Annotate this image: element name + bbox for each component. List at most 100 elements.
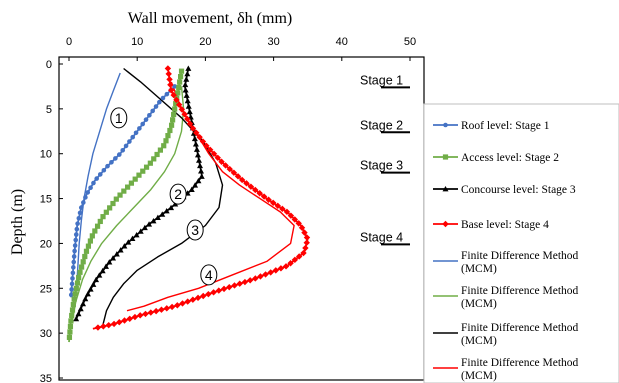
series-marker xyxy=(100,323,107,330)
series-marker xyxy=(210,150,218,157)
series-marker xyxy=(185,65,192,71)
series-marker xyxy=(152,307,160,315)
series-marker xyxy=(171,111,177,118)
series-marker xyxy=(81,200,86,205)
series-marker xyxy=(87,286,94,292)
series-marker xyxy=(132,176,138,182)
series-marker xyxy=(176,84,182,91)
series-marker xyxy=(71,265,76,270)
series-marker xyxy=(68,318,74,324)
series-marker xyxy=(74,280,81,286)
series-marker xyxy=(302,244,309,252)
series-marker xyxy=(110,200,116,207)
series-marker xyxy=(76,275,82,281)
series-marker xyxy=(287,260,294,267)
series-marker xyxy=(178,68,185,74)
series-marker xyxy=(179,300,186,307)
series-marker xyxy=(129,235,136,242)
series-marker xyxy=(126,315,133,322)
series-marker xyxy=(183,76,190,82)
y-tick-label: 15 xyxy=(40,194,52,206)
series-marker xyxy=(184,97,191,104)
y-axis-title: Depth (m) xyxy=(9,189,26,255)
series-marker xyxy=(150,108,155,114)
series-marker xyxy=(198,173,205,179)
series-marker xyxy=(167,127,173,134)
series-marker xyxy=(163,305,170,312)
series-marker xyxy=(71,259,77,265)
series-marker xyxy=(137,126,142,131)
series-marker xyxy=(69,287,74,292)
series-marker xyxy=(260,193,268,200)
legend-label-line: Finite Difference Method xyxy=(461,250,579,262)
series-marker xyxy=(70,270,76,276)
series-marker xyxy=(241,278,249,286)
series-marker xyxy=(99,267,106,274)
series-marker xyxy=(193,146,200,152)
series-marker xyxy=(214,154,221,161)
series-marker xyxy=(80,259,86,265)
series-marker xyxy=(66,334,73,340)
series-marker xyxy=(140,121,146,127)
series-marker xyxy=(121,188,127,194)
series-marker xyxy=(231,282,238,289)
series-marker xyxy=(226,283,233,291)
series-marker xyxy=(195,157,202,163)
series-marker xyxy=(197,162,204,169)
series-marker xyxy=(88,185,93,191)
series-marker xyxy=(277,265,285,272)
series-marker xyxy=(100,214,106,220)
x-axis-title: Wall movement, δh (mm) xyxy=(128,10,292,27)
series-marker xyxy=(192,141,199,147)
series-marker xyxy=(72,291,78,297)
legend-label: Concourse level: Stage 3 xyxy=(461,184,576,196)
series-marker xyxy=(298,224,306,231)
series-marker xyxy=(252,186,259,194)
series-marker xyxy=(70,276,75,281)
series-marker xyxy=(193,129,200,136)
series-marker xyxy=(116,152,122,157)
series-marker xyxy=(72,243,78,248)
series-marker xyxy=(183,92,190,98)
curve-label: 4 xyxy=(205,267,213,283)
series-marker xyxy=(130,134,136,140)
series-marker xyxy=(92,228,98,234)
series-marker xyxy=(256,190,263,197)
series-marker xyxy=(234,173,242,180)
series-marker xyxy=(205,290,212,298)
series-marker xyxy=(141,224,148,231)
series-marker xyxy=(116,319,123,326)
series-marker xyxy=(265,196,272,203)
legend-label: Access level: Stage 2 xyxy=(461,152,559,164)
series-marker xyxy=(274,202,281,209)
legend-label-line: (MCM) xyxy=(461,335,497,347)
series-line xyxy=(71,86,185,320)
legend-label-line: (MCM) xyxy=(461,298,497,310)
series-marker xyxy=(96,272,103,278)
series-marker xyxy=(77,210,83,216)
series-marker xyxy=(73,232,79,237)
series-marker xyxy=(158,306,165,313)
series-marker xyxy=(113,156,118,161)
series-marker xyxy=(67,329,73,335)
series-marker xyxy=(140,168,146,174)
series-marker xyxy=(198,168,205,174)
series-marker xyxy=(167,87,175,94)
stage-label: Stage 1 xyxy=(360,73,403,87)
series-marker xyxy=(69,312,75,319)
series-marker xyxy=(120,148,126,153)
series-marker xyxy=(157,99,162,105)
series-marker xyxy=(164,65,172,72)
series-marker xyxy=(77,269,83,275)
series-marker xyxy=(203,142,210,150)
series-marker xyxy=(267,269,274,276)
legend-label: Roof level: Stage 1 xyxy=(461,120,550,132)
x-tick-label: 50 xyxy=(404,36,416,48)
series-marker xyxy=(173,101,179,107)
series-marker xyxy=(194,294,202,302)
series-marker xyxy=(262,271,269,278)
curve-label-circle xyxy=(169,183,187,205)
curve-label: 3 xyxy=(191,222,199,238)
series-marker xyxy=(247,183,255,190)
